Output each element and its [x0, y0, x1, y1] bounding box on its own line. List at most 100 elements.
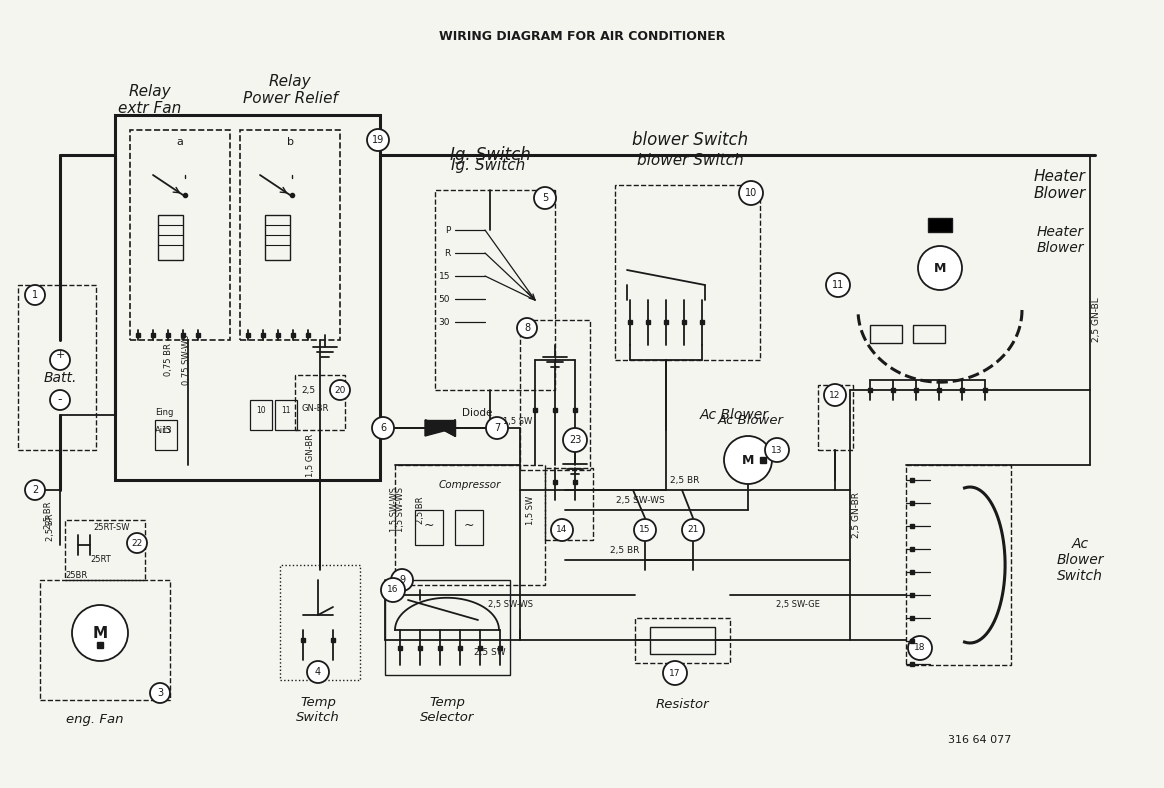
Text: 6: 6: [379, 423, 386, 433]
Text: 2,5 GN-BL: 2,5 GN-BL: [1093, 298, 1101, 342]
Text: 25RT-SW: 25RT-SW: [93, 522, 129, 531]
Text: 3: 3: [157, 688, 163, 698]
Bar: [275, 400, 297, 430]
Circle shape: [765, 438, 789, 462]
Circle shape: [24, 285, 45, 305]
Text: 10: 10: [256, 406, 265, 414]
Text: 1,5 SW: 1,5 SW: [525, 496, 534, 525]
Text: 1,5 SW-WS: 1,5 SW-WS: [396, 488, 405, 533]
Text: 2,5 BR: 2,5 BR: [416, 496, 425, 524]
Bar: [455, 510, 483, 545]
Polygon shape: [425, 420, 455, 436]
Text: 2,5 SW: 2,5 SW: [474, 648, 506, 656]
Bar: [928, 218, 952, 232]
Text: 19: 19: [371, 135, 384, 145]
Bar: [130, 130, 230, 340]
Bar: [818, 385, 853, 450]
Bar: [870, 325, 902, 343]
Text: 11: 11: [832, 280, 844, 290]
Text: b: b: [286, 137, 293, 147]
Text: 30: 30: [439, 318, 450, 326]
Text: eng. Fan: eng. Fan: [66, 713, 123, 727]
Circle shape: [724, 436, 772, 484]
Bar: [416, 510, 443, 545]
Text: 10: 10: [745, 188, 757, 198]
Bar: [385, 580, 510, 675]
Text: 11: 11: [282, 406, 291, 414]
Text: 23: 23: [569, 435, 581, 445]
Circle shape: [391, 569, 413, 591]
Text: Ac
Blower
Switch: Ac Blower Switch: [1056, 537, 1103, 583]
Text: Heater
Blower: Heater Blower: [1034, 169, 1086, 201]
Polygon shape: [425, 420, 455, 436]
Text: Heater
Blower: Heater Blower: [1036, 225, 1084, 255]
Bar: [435, 190, 555, 390]
Text: 1,5 SW-WS: 1,5 SW-WS: [390, 488, 399, 533]
Text: 1,5 GN-BR: 1,5 GN-BR: [305, 433, 314, 477]
Circle shape: [551, 519, 573, 541]
Text: 2,5: 2,5: [301, 385, 315, 395]
Text: 2,5 SW-GE: 2,5 SW-GE: [776, 600, 819, 609]
Text: 2,5 BR: 2,5 BR: [45, 513, 55, 541]
Text: M: M: [741, 454, 754, 466]
Bar: [40, 580, 170, 700]
Bar: [906, 465, 1012, 665]
Bar: [650, 627, 715, 654]
Circle shape: [826, 273, 850, 297]
Text: Eing: Eing: [155, 407, 173, 417]
Circle shape: [50, 350, 70, 370]
Text: 15: 15: [439, 272, 450, 281]
Bar: [250, 400, 272, 430]
Bar: [115, 115, 379, 480]
Circle shape: [307, 661, 329, 683]
Bar: [395, 465, 545, 585]
Circle shape: [918, 246, 961, 290]
Circle shape: [739, 181, 762, 205]
Text: 7: 7: [494, 423, 501, 433]
Text: blower Switch: blower Switch: [632, 131, 748, 149]
Text: 4: 4: [315, 667, 321, 677]
Bar: [636, 618, 730, 663]
Bar: [913, 325, 945, 343]
Text: Compressor: Compressor: [439, 480, 502, 490]
Text: 2: 2: [31, 485, 38, 495]
Bar: [281, 565, 360, 680]
Polygon shape: [425, 420, 455, 436]
Text: blower Switch: blower Switch: [637, 153, 744, 168]
Text: a: a: [177, 137, 184, 147]
Circle shape: [24, 480, 45, 500]
Text: Ig. Switch: Ig. Switch: [449, 146, 531, 164]
Bar: [265, 215, 290, 260]
Text: Relay
extr Fan: Relay extr Fan: [119, 84, 182, 116]
Text: 1,5 SW: 1,5 SW: [503, 417, 532, 426]
Text: 1: 1: [31, 290, 38, 300]
Bar: [615, 185, 760, 360]
Text: 18: 18: [914, 644, 925, 652]
Text: Ig. Switch: Ig. Switch: [450, 158, 525, 173]
Text: R: R: [443, 248, 450, 258]
Text: 13: 13: [772, 445, 782, 455]
Circle shape: [150, 683, 170, 703]
Text: Temp
Switch: Temp Switch: [296, 696, 340, 724]
Text: Relay
Power Relief: Relay Power Relief: [242, 74, 338, 106]
Text: 5: 5: [542, 193, 548, 203]
Circle shape: [634, 519, 656, 541]
Bar: [155, 420, 177, 450]
Text: 2,5 SW-WS: 2,5 SW-WS: [616, 496, 665, 504]
Circle shape: [381, 578, 405, 602]
Text: 16: 16: [388, 585, 399, 594]
Bar: [65, 520, 146, 580]
Text: 2,5 BR: 2,5 BR: [610, 545, 640, 555]
Text: Batt.: Batt.: [43, 371, 77, 385]
Text: 2,5 GN-BR: 2,5 GN-BR: [852, 492, 861, 538]
Circle shape: [517, 318, 537, 338]
Text: Air5: Air5: [155, 426, 172, 434]
Circle shape: [331, 380, 350, 400]
Bar: [294, 375, 345, 430]
Bar: [17, 285, 95, 450]
Circle shape: [72, 605, 128, 661]
Bar: [520, 320, 590, 470]
Text: 2,5 BR: 2,5 BR: [43, 501, 52, 529]
Circle shape: [372, 417, 393, 439]
Text: 25RT: 25RT: [90, 556, 111, 564]
